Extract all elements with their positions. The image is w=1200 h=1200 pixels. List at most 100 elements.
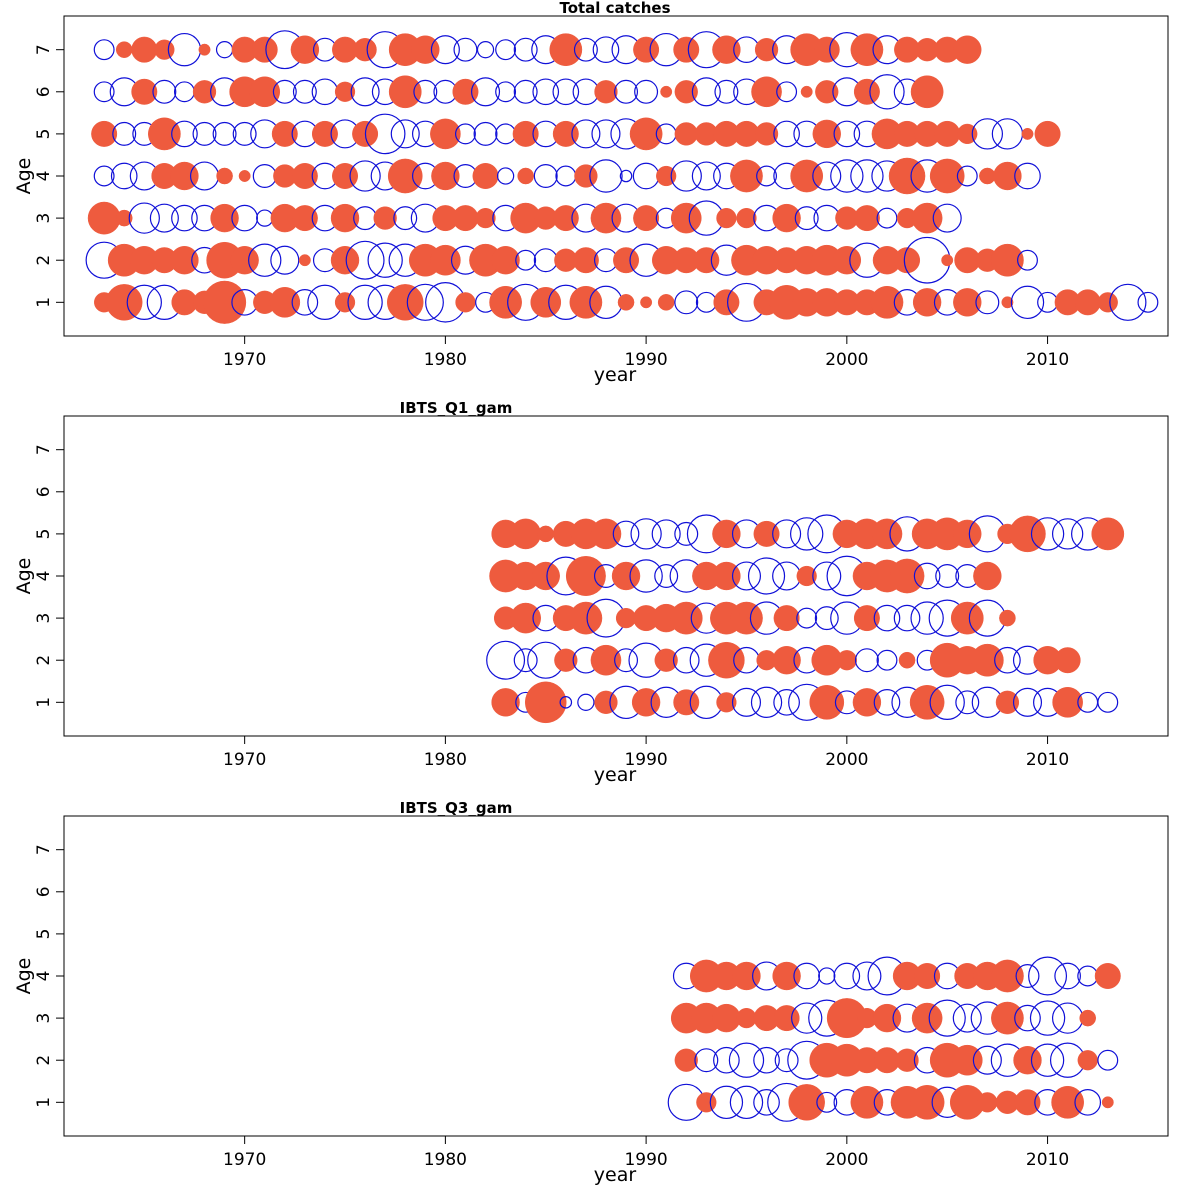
bubble-age3-year1997 [773, 605, 800, 632]
bubble-age5-year1974 [311, 120, 338, 147]
bubble-age5-year1985 [537, 525, 555, 543]
bubble-age5-year2007 [971, 118, 1004, 150]
bubble-age5-year1997 [773, 120, 800, 148]
bubble-age5-year1984 [512, 120, 539, 147]
bubble-age2-year2009 [1017, 249, 1038, 271]
bubble-age4-year1997 [772, 961, 801, 991]
bubble-age4-year2013 [1094, 963, 1121, 989]
bubble-age1-year1975 [334, 292, 356, 313]
bubble-age6-year1998 [800, 85, 813, 98]
bubble-age1-year1998 [788, 1084, 825, 1121]
bubble-age7-year1973 [290, 35, 320, 64]
bubble-age5-year2000 [833, 120, 861, 148]
bubble-age1-year1988 [594, 690, 618, 714]
bubble-age7-year1982 [476, 41, 495, 59]
y-tick-label: 6 [34, 86, 54, 97]
bubble-age2-year1985 [533, 248, 558, 273]
bubble-age4-year2008 [991, 959, 1024, 993]
bubble-age1-year1994 [713, 289, 740, 316]
bubble-age2-year1989 [613, 247, 640, 274]
bubble-age2-year2000 [836, 650, 857, 671]
bubble-age1-year2001 [852, 688, 882, 717]
bubble-age4-year2004 [914, 963, 941, 989]
bubble-age3-year2004 [911, 1002, 943, 1034]
x-tick-label: 2000 [825, 1150, 868, 1170]
bubble-age2-year1993 [693, 247, 720, 274]
y-tick-label: 6 [34, 886, 54, 897]
bubble-age4-year1991 [656, 165, 677, 187]
bubble-age2-year1983 [491, 246, 520, 275]
bubble-age4-year1971 [252, 164, 277, 188]
bubble-age3-year1963 [87, 201, 121, 235]
bubble-age6-year1992 [674, 80, 698, 104]
bubble-age5-year2006 [957, 123, 978, 145]
bubble-age6-year1966 [152, 79, 177, 104]
bubble-age2-year1977 [367, 242, 403, 278]
bubble-age2-year1993 [694, 1048, 719, 1073]
bubble-age5-year2008 [991, 118, 1024, 150]
panel-2: IBTS_Q1_gam 1970 1980 1990 2000 2010 1 2 3 4 5 6 7 ye… [13, 399, 1169, 786]
bubble-age4-year1989 [611, 561, 641, 591]
bubble-age7-year1976 [353, 38, 377, 62]
bubble-age7-year1979 [411, 35, 440, 64]
bubble-age5-year1998 [789, 517, 824, 551]
x-tick-label: 1970 [223, 350, 266, 370]
bubble-age6-year1978 [388, 75, 422, 109]
bubble-age5-year1980 [430, 118, 461, 150]
bubble-age1-year1997 [773, 688, 800, 716]
y-axis-label: Age [13, 158, 35, 195]
bubble-age2-year2003 [895, 1048, 919, 1072]
bubble-age3-year1989 [615, 607, 637, 629]
bubble-age1-year2009 [1012, 687, 1043, 717]
bubble-age7-year1992 [673, 36, 700, 63]
panel-1: Total catches 1970 1980 1990 2000 2010 1 2 3 4 5 6 7… [13, 0, 1169, 386]
bubble-age3-year2002 [873, 604, 901, 632]
bubble-age6-year1976 [350, 77, 380, 107]
bubble-age2-year2009 [1013, 1046, 1042, 1075]
bubble-age2-year1980 [430, 244, 461, 276]
bubble-age3-year2001 [853, 605, 880, 632]
bubble-age7-year1999 [813, 36, 840, 63]
bubble-age2-year1992 [672, 646, 700, 674]
bubble-age1-year1995 [729, 1085, 764, 1120]
bubble-age2-year1995 [728, 1042, 765, 1078]
chart-title: IBTS_Q3_gam [400, 799, 513, 817]
bubble-age4-year2007 [979, 167, 996, 185]
bubble-age1-year2005 [929, 684, 965, 720]
y-tick-label: 5 [34, 928, 54, 939]
bubble-age6-year1986 [552, 78, 580, 106]
bubble-age5-year2009 [1021, 127, 1034, 140]
bubble-age4-year1997 [772, 561, 802, 591]
bubble-age4-year1985 [531, 561, 560, 591]
bubble-age6-year1983 [495, 81, 517, 103]
bubble-age1-year1985 [530, 287, 562, 318]
bubble-age1-year1986 [559, 696, 573, 709]
bubble-age2-year1984 [515, 249, 537, 271]
bubble-age4-year2000 [833, 962, 861, 990]
bubble-age6-year1997 [776, 81, 798, 103]
bubble-age4-year1969 [216, 167, 233, 185]
bubble-age3-year2006 [952, 1003, 982, 1033]
bubble-age1-year1979 [406, 283, 444, 321]
bubble-age1-year1991 [657, 294, 675, 311]
bubble-age4-year1987 [574, 164, 598, 188]
bubble-age6-year1968 [192, 80, 217, 104]
bubble-age1-year1978 [386, 284, 424, 321]
bubble-age3-year1995 [736, 207, 757, 229]
bubble-age2-year1973 [298, 254, 311, 267]
bubble-age2-year1997 [772, 646, 801, 675]
bubble-age1-year1994 [716, 692, 737, 713]
bubble-age1-year2014 [1109, 283, 1147, 321]
bubble-age6-year1999 [815, 80, 839, 104]
bubble-age2-year1997 [774, 1048, 799, 1073]
bubble-age2-year2007 [970, 643, 1004, 677]
bubble-age2-year1987 [572, 247, 599, 274]
bubble-age6-year1963 [93, 81, 115, 103]
bubble-age6-year1971 [249, 76, 281, 108]
bubble-age1-year2012 [1074, 1088, 1102, 1116]
bubble-age5-year1999 [812, 119, 841, 149]
panel-3: IBTS_Q3_gam 1970 1980 1990 2000 2010 1 2 3 4 5 6 7 ye… [13, 799, 1169, 1186]
y-tick-label: 3 [34, 613, 54, 624]
bubble-age6-year1991 [660, 85, 673, 98]
bubble-age5-year1984 [510, 518, 541, 550]
